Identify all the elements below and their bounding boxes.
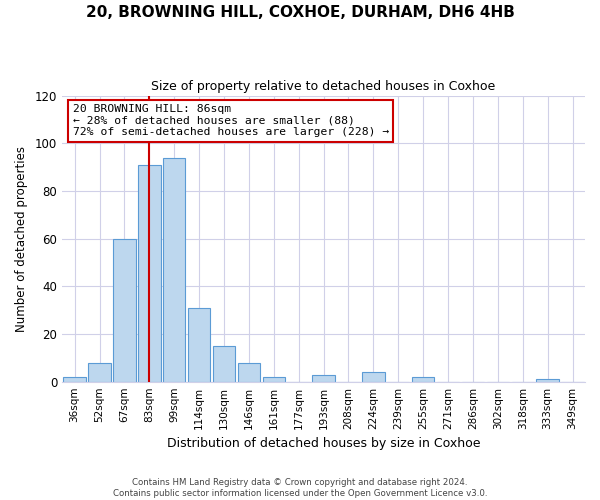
Bar: [362, 372, 385, 382]
Bar: [163, 158, 185, 382]
X-axis label: Distribution of detached houses by size in Coxhoe: Distribution of detached houses by size …: [167, 437, 481, 450]
Bar: [313, 374, 335, 382]
Bar: [88, 362, 111, 382]
Text: 20, BROWNING HILL, COXHOE, DURHAM, DH6 4HB: 20, BROWNING HILL, COXHOE, DURHAM, DH6 4…: [86, 5, 514, 20]
Y-axis label: Number of detached properties: Number of detached properties: [15, 146, 28, 332]
Bar: [64, 377, 86, 382]
Bar: [213, 346, 235, 382]
Bar: [238, 362, 260, 382]
Bar: [412, 377, 434, 382]
Title: Size of property relative to detached houses in Coxhoe: Size of property relative to detached ho…: [151, 80, 496, 93]
Bar: [263, 377, 285, 382]
Text: Contains HM Land Registry data © Crown copyright and database right 2024.
Contai: Contains HM Land Registry data © Crown c…: [113, 478, 487, 498]
Text: 20 BROWNING HILL: 86sqm
← 28% of detached houses are smaller (88)
72% of semi-de: 20 BROWNING HILL: 86sqm ← 28% of detache…: [73, 104, 389, 138]
Bar: [113, 238, 136, 382]
Bar: [536, 380, 559, 382]
Bar: [188, 308, 211, 382]
Bar: [138, 164, 161, 382]
